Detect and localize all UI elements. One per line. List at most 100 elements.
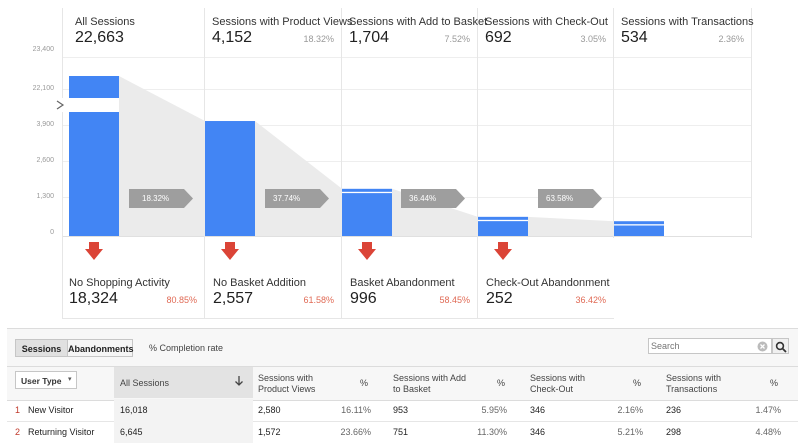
stage-pct: 2.36% bbox=[718, 34, 744, 44]
grid-line bbox=[62, 57, 752, 58]
cell-pv: 1,572 bbox=[258, 427, 281, 437]
axis-break-icon bbox=[56, 100, 65, 110]
axis-break-gap bbox=[61, 98, 119, 112]
caret-down-icon: ▾ bbox=[68, 376, 72, 383]
search-input[interactable] bbox=[651, 340, 751, 352]
cell-tx-pct: 1.47% bbox=[755, 405, 781, 415]
flow-rate-pill bbox=[401, 189, 465, 208]
search-button[interactable] bbox=[772, 338, 789, 354]
column-divider bbox=[613, 8, 614, 238]
funnel-bar bbox=[478, 216, 528, 236]
table-row bbox=[7, 399, 798, 422]
cell-pv-pct: 16.11% bbox=[341, 405, 371, 415]
stage-label: Sessions with Add to Basket bbox=[349, 16, 488, 28]
abandon-arrow-icon bbox=[494, 242, 512, 260]
sorted-cell-bg bbox=[114, 421, 253, 443]
abandon-label: No Basket Addition bbox=[213, 277, 306, 289]
cell-atb: 751 bbox=[393, 427, 409, 437]
abandon-arrow-icon bbox=[221, 242, 239, 260]
y-tick: 23,400 bbox=[32, 46, 54, 53]
col-pct[interactable]: % bbox=[497, 378, 506, 388]
abandon-value: 252 bbox=[486, 290, 513, 307]
grid-line bbox=[62, 89, 752, 90]
tab-abandonments[interactable]: Abandonments bbox=[67, 339, 134, 357]
bar-highlight-line bbox=[478, 219, 528, 222]
cell-co-pct: 5.21% bbox=[617, 427, 643, 437]
col-transactions[interactable]: Sessions with Transactions bbox=[666, 373, 722, 394]
flow-band bbox=[528, 216, 614, 236]
row-index: 2 bbox=[15, 427, 21, 437]
y-tick: 3,900 bbox=[36, 121, 54, 128]
y-tick: 2,600 bbox=[36, 157, 54, 164]
completion-rate-toggle[interactable]: % Completion rate bbox=[149, 343, 224, 353]
dimension-label: User Type bbox=[21, 376, 62, 386]
cell-pv-pct: 23.66% bbox=[340, 427, 371, 437]
flow-rate-label: 37.74% bbox=[273, 194, 301, 203]
abandon-pct: 36.42% bbox=[575, 295, 606, 305]
dimension-selector[interactable]: User Type ▾ bbox=[15, 371, 77, 389]
col-all-sessions[interactable]: All Sessions bbox=[120, 378, 170, 388]
col-pct[interactable]: % bbox=[360, 378, 369, 388]
flow-rate-pill bbox=[265, 189, 329, 208]
stage-value: 4,152 bbox=[212, 29, 253, 46]
sorted-column-header[interactable] bbox=[114, 367, 253, 398]
column-divider bbox=[751, 8, 752, 238]
flow-rate-pill bbox=[538, 189, 602, 208]
funnel-bar bbox=[614, 221, 664, 236]
grid-line bbox=[62, 236, 752, 237]
funnel-chart bbox=[56, 76, 664, 260]
cell-tx: 236 bbox=[666, 405, 682, 415]
stage-label: Sessions with Check-Out bbox=[485, 16, 608, 28]
stage-pct: 3.05% bbox=[580, 34, 606, 44]
cell-tx: 298 bbox=[666, 427, 682, 437]
cell-co-pct: 2.16% bbox=[617, 405, 643, 415]
stage-label: Sessions with Product Views bbox=[212, 16, 353, 28]
abandon-value: 996 bbox=[350, 290, 377, 307]
abandon-value: 18,324 bbox=[69, 290, 118, 307]
funnel-bar bbox=[205, 121, 255, 236]
tab-sessions[interactable]: Sessions bbox=[15, 339, 68, 357]
abandon-pct: 80.85% bbox=[166, 295, 197, 305]
abandon-pct: 58.45% bbox=[439, 295, 470, 305]
cell-atb-pct: 11.30% bbox=[477, 427, 507, 437]
col-product-views[interactable]: Sessions with Product Views bbox=[258, 373, 316, 394]
abandon-label: Check-Out Abandonment bbox=[486, 277, 610, 289]
col-check-out[interactable]: Sessions with Check-Out bbox=[530, 373, 586, 394]
row-index: 1 bbox=[15, 405, 21, 415]
flow-rate-label: 18.32% bbox=[142, 194, 170, 203]
stage-label: All Sessions bbox=[75, 16, 135, 28]
y-tick: 1,300 bbox=[36, 193, 54, 200]
search-box[interactable] bbox=[648, 338, 772, 354]
bar-highlight-line bbox=[614, 224, 664, 226]
grid-line bbox=[62, 161, 752, 162]
stage-value: 1,704 bbox=[349, 29, 390, 46]
sort-desc-icon[interactable] bbox=[234, 375, 244, 387]
abandon-pct: 61.58% bbox=[303, 295, 334, 305]
column-divider bbox=[62, 318, 614, 319]
clear-icon[interactable] bbox=[757, 341, 768, 352]
cell-tx-pct: 4.48% bbox=[755, 427, 781, 437]
column-divider bbox=[477, 8, 478, 318]
flow-band bbox=[255, 121, 342, 236]
y-tick: 22,100 bbox=[32, 85, 54, 92]
col-pct[interactable]: % bbox=[770, 378, 779, 388]
row-name-link[interactable]: Returning Visitor bbox=[28, 427, 95, 437]
column-divider bbox=[62, 8, 63, 318]
flow-band bbox=[119, 76, 205, 236]
flow-rate-label: 63.58% bbox=[546, 194, 574, 203]
col-add-to-basket[interactable]: Sessions with Add to Basket bbox=[393, 373, 467, 394]
table-row bbox=[7, 421, 798, 443]
bar-highlight-line bbox=[342, 191, 392, 194]
row-name-link[interactable]: New Visitor bbox=[28, 405, 74, 415]
cell-pv: 2,580 bbox=[258, 405, 281, 415]
stage-pct: 7.52% bbox=[444, 34, 470, 44]
cell-all: 16,018 bbox=[120, 405, 148, 415]
abandon-label: No Shopping Activity bbox=[69, 277, 170, 289]
sorted-cell-bg bbox=[114, 399, 253, 421]
abandon-arrow-icon bbox=[85, 242, 103, 260]
flow-rate-pill bbox=[129, 189, 193, 208]
col-pct[interactable]: % bbox=[633, 378, 642, 388]
abandon-label: Basket Abandonment bbox=[350, 277, 455, 289]
stage-value: 22,663 bbox=[75, 29, 124, 46]
cell-atb-pct: 5.95% bbox=[481, 405, 507, 415]
